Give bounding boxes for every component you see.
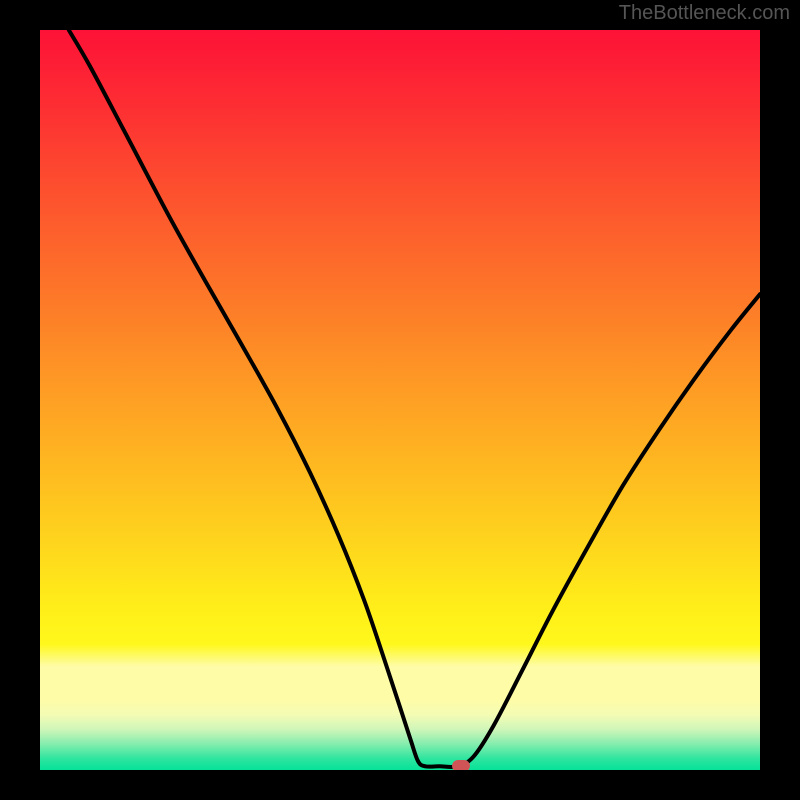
chart-plot-area — [40, 30, 760, 770]
bottleneck-curve — [40, 30, 760, 770]
watermark-text: TheBottleneck.com — [619, 2, 790, 25]
outer-frame: TheBottleneck.com — [0, 0, 800, 800]
curve-path — [69, 30, 760, 767]
valley-marker — [452, 760, 470, 770]
